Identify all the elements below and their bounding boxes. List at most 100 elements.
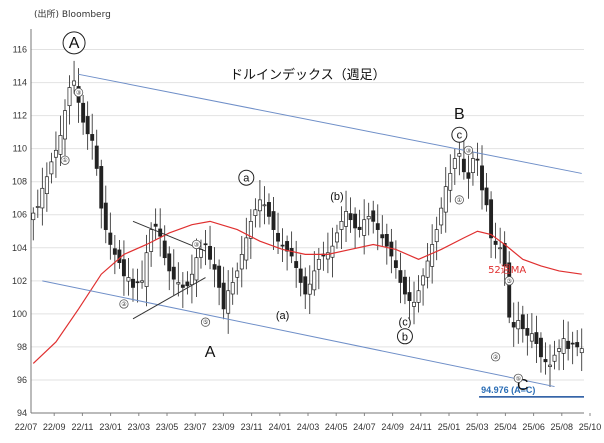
candle-body — [516, 320, 521, 330]
candle-body — [276, 232, 280, 242]
wave-label: c — [457, 130, 463, 142]
wave-label: C — [517, 377, 529, 394]
candle-body — [99, 166, 104, 209]
candle-body — [362, 219, 367, 236]
candle-body — [203, 243, 208, 246]
candle-body — [253, 209, 258, 216]
lower-channel-line — [42, 280, 555, 388]
wave-label: (a) — [276, 310, 289, 322]
x-tick-label: 25/01 — [438, 422, 461, 432]
y-tick-label: 100 — [12, 309, 27, 319]
candle-body — [298, 268, 303, 283]
candle-body — [543, 359, 548, 363]
count-marker-label: ① — [62, 157, 67, 164]
upper-channel-line — [78, 73, 582, 174]
count-marker-circle — [60, 155, 70, 165]
count-marker-circle — [504, 276, 514, 286]
candle-body — [244, 237, 249, 261]
candle-body — [162, 240, 167, 259]
candle-body — [520, 314, 525, 330]
candle-body — [31, 212, 36, 221]
candle-body — [185, 281, 190, 287]
wave-label-circle — [396, 328, 413, 345]
candle-body — [498, 247, 503, 250]
candle-body — [312, 270, 317, 291]
candle-body — [235, 270, 240, 278]
y-tick-label: 112 — [13, 111, 27, 121]
candle-body — [566, 340, 571, 349]
x-tick-label: 24/07 — [353, 422, 376, 432]
chart-title: ドルインデックス（週足） — [230, 67, 386, 83]
candle-body — [44, 176, 49, 195]
count-marker-label: ③ — [194, 241, 199, 248]
candle-body — [262, 204, 267, 207]
count-marker-label: ③ — [76, 89, 81, 96]
count-marker-label: ① — [457, 197, 462, 204]
candle-body — [393, 260, 398, 268]
candle-body — [199, 249, 203, 258]
count-marker-circle — [200, 317, 211, 327]
candle-body — [384, 234, 389, 247]
candle-body — [131, 278, 135, 288]
x-axis-ticks: 22/07 22/09 22/11 23/01 23/03 23/05 23/07 23/09… — [15, 413, 601, 432]
candle-body — [171, 266, 176, 280]
candle-body — [470, 158, 475, 173]
y-tick-label: 94 — [17, 408, 27, 418]
candlesticks — [31, 60, 584, 388]
candle-body — [357, 226, 362, 230]
candle-body — [217, 265, 222, 288]
candle-body — [189, 273, 194, 286]
wave-label-circle — [62, 31, 86, 55]
candle-body — [126, 277, 131, 282]
candle-body — [316, 258, 321, 270]
candle-body — [153, 223, 158, 227]
candle-body — [112, 248, 117, 255]
channel-lines — [42, 73, 582, 388]
candle-body — [570, 342, 575, 345]
candle-body — [271, 211, 276, 230]
candle-body — [90, 134, 95, 141]
count-marker-circle — [119, 299, 129, 309]
candle-body — [267, 202, 271, 217]
candle-body — [425, 260, 430, 278]
candle-body — [489, 199, 494, 239]
candle-body — [135, 281, 140, 284]
candle-body — [67, 87, 72, 107]
candle-body — [167, 253, 172, 272]
count-marker-circle — [191, 239, 202, 250]
x-tick-label: 25/08 — [551, 422, 574, 432]
x-tick-label: 23/03 — [128, 422, 151, 432]
count-marker-circle — [454, 195, 464, 205]
candle-body — [49, 161, 54, 175]
candle-body — [398, 270, 403, 283]
x-tick-label: 24/09 — [381, 422, 404, 432]
ma-line: 52週MA — [32, 220, 582, 364]
ma-series-label: 52週MA — [488, 264, 526, 276]
candle-body — [403, 276, 407, 295]
candle-body — [330, 245, 335, 258]
candle-body — [325, 252, 330, 260]
candle-body — [180, 284, 185, 288]
candle-body — [121, 259, 126, 277]
count-marker-label: ② — [121, 301, 127, 308]
x-tick-label: 25/04 — [494, 422, 517, 432]
candle-body — [348, 213, 353, 221]
candle-body — [439, 207, 444, 226]
x-tick-label: 25/06 — [522, 422, 545, 432]
count-marker-label: ⑤ — [203, 319, 208, 326]
candle-body — [72, 80, 77, 86]
candle-body — [344, 211, 348, 227]
y-tick-label: 110 — [13, 144, 27, 154]
wave-label: A — [205, 344, 216, 361]
candle-body — [529, 333, 534, 342]
y-axis-ticks: 94 96 98 100 102 104 106 108 110 112 114 116 — [12, 45, 27, 418]
candle-body — [416, 290, 421, 303]
candle-body — [239, 254, 244, 270]
x-tick-label: 23/07 — [184, 422, 207, 432]
candle-body — [421, 275, 426, 286]
count-marker-circle — [463, 145, 474, 155]
x-tick-label: 23/11 — [241, 422, 263, 432]
x-tick-label: 23/01 — [99, 422, 122, 432]
candle-body — [140, 280, 145, 283]
candle-body — [194, 257, 199, 281]
